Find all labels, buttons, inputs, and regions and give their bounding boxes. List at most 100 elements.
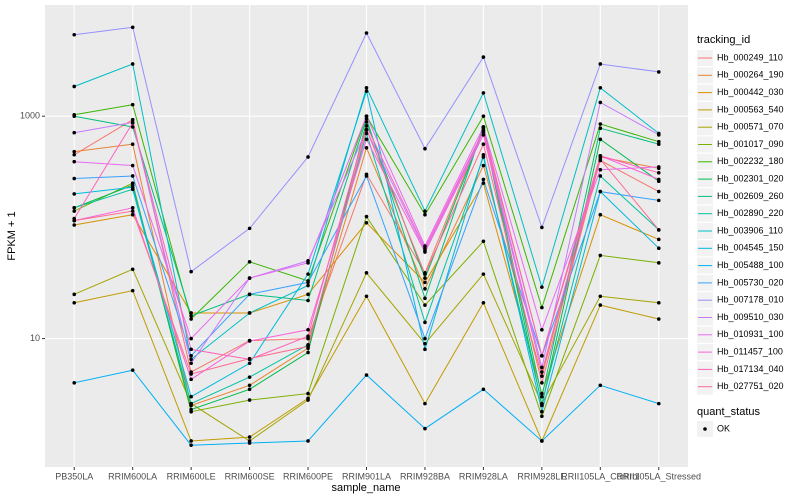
legend-label: Hb_003906_110 [717, 225, 783, 235]
data-point [189, 443, 193, 447]
axes: 10 1000 PB350LA RRIM600LA RRIM600LE RRIM600SE… [20, 111, 701, 482]
data-point [656, 70, 661, 74]
data-point [540, 414, 544, 419]
data-point [247, 339, 252, 343]
legend-label: Hb_000442_030 [717, 87, 784, 97]
marks [72, 25, 661, 447]
data-point [540, 409, 544, 414]
data-point [481, 114, 486, 118]
data-point [598, 154, 603, 158]
data-point [130, 121, 135, 125]
data-point [189, 407, 193, 412]
data-point [247, 375, 252, 379]
legend-label: Hb_004545_150 [717, 243, 784, 253]
data-point [423, 209, 427, 213]
data-point [72, 206, 77, 210]
data-point [481, 125, 486, 129]
data-point [481, 239, 486, 244]
legend-label: Hb_000563_540 [717, 104, 784, 114]
data-point [306, 155, 310, 159]
legend: tracking_id Hb_000249_110 Hb_000264_190 Hb_… [697, 34, 784, 437]
data-point [189, 357, 193, 362]
data-point [423, 336, 427, 341]
legend-label: Hb_002232_180 [717, 156, 784, 166]
data-point [598, 189, 603, 194]
data-point [481, 387, 486, 392]
data-point [130, 174, 135, 178]
legend-label: Hb_000571_070 [717, 122, 784, 132]
data-point [189, 311, 193, 315]
data-point [423, 401, 427, 406]
data-point [598, 122, 603, 126]
data-point [364, 145, 369, 150]
legend-label: Hb_010931_100 [717, 329, 784, 339]
data-point [540, 225, 544, 230]
data-point [72, 218, 77, 223]
data-point [130, 142, 135, 146]
data-point [423, 347, 427, 352]
data-point [130, 209, 135, 213]
x-tick-label: RRIM928LE [517, 471, 566, 481]
data-point [130, 125, 135, 129]
data-point [540, 381, 544, 385]
data-point [189, 377, 193, 382]
data-point [364, 137, 369, 142]
data-point [656, 261, 661, 265]
data-point [72, 149, 77, 154]
data-point [656, 228, 661, 232]
data-point [481, 55, 486, 59]
data-point [364, 271, 369, 275]
x-tick-label: RRIM600LA [108, 471, 157, 481]
data-point [247, 383, 252, 388]
legend2-title: quant_status [697, 406, 760, 418]
data-point [598, 303, 603, 307]
data-point [130, 62, 135, 66]
data-point [540, 370, 544, 374]
data-point [364, 114, 369, 118]
data-point [306, 398, 310, 402]
legend-label: Hb_017134_040 [717, 364, 784, 374]
data-point [247, 435, 252, 439]
data-point [423, 146, 427, 151]
data-point [306, 344, 310, 349]
data-point [306, 334, 310, 339]
data-point [72, 114, 77, 118]
data-point [72, 159, 77, 164]
data-point [72, 84, 77, 89]
data-point [656, 237, 661, 242]
data-point [540, 391, 544, 396]
data-point [189, 439, 193, 443]
data-point [364, 127, 369, 132]
legend-label: Hb_005730_020 [717, 277, 784, 287]
data-point [656, 139, 661, 144]
data-point [364, 373, 369, 377]
data-point [423, 212, 427, 217]
x-tick-label: RRIM600LE [167, 471, 216, 481]
data-point [72, 130, 77, 135]
data-point [189, 361, 193, 366]
data-point [423, 296, 427, 301]
data-point [72, 223, 77, 227]
y-tick-label: 1000 [20, 111, 40, 121]
legend2-key [703, 427, 707, 431]
data-point [72, 32, 77, 37]
data-point [130, 206, 135, 210]
legend-label: Hb_002609_260 [717, 191, 784, 201]
data-point [481, 91, 486, 95]
data-point [540, 374, 544, 378]
data-point [598, 86, 603, 90]
data-point [423, 246, 427, 250]
data-point [540, 401, 544, 406]
x-tick-label: RRII105LA_Stressed [616, 471, 701, 481]
data-point [423, 272, 427, 276]
data-point [72, 292, 77, 297]
data-point [481, 142, 486, 146]
data-point [247, 276, 252, 280]
data-point [364, 31, 369, 35]
data-point [540, 305, 544, 310]
data-point [656, 401, 661, 406]
data-point [189, 317, 193, 321]
data-point [306, 280, 310, 285]
data-point [130, 288, 135, 293]
legend-label: Hb_002301_020 [717, 173, 784, 183]
